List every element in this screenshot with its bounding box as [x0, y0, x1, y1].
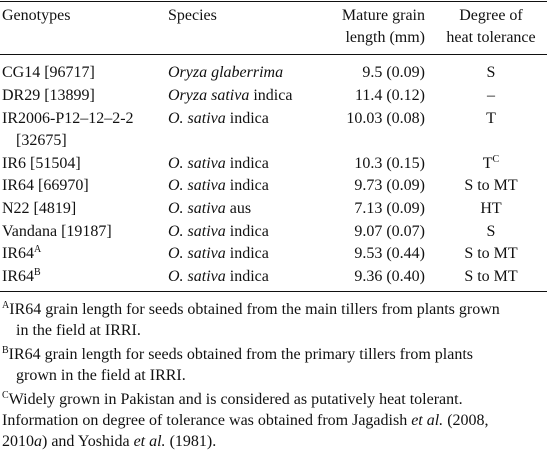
heat-tolerance-cell: HT [480, 200, 502, 217]
grain-length-header-line2: length (mm) [345, 29, 425, 46]
species-cell: O. sativa indica [168, 175, 269, 197]
heat-tolerance-cell: S to MT [464, 245, 518, 262]
footnote-c-line2: Information on degree of tolerance was o… [2, 412, 489, 429]
species-cell: O. sativa indica [168, 108, 269, 130]
heat-tolerance-value: T [482, 155, 493, 172]
genotype-cell: IR2006-P12–12–2-2 [32675] [2, 108, 134, 152]
species-subgroup: indica [225, 110, 269, 127]
footnote-marker: C [2, 390, 9, 401]
species-cell: O. sativa indica [168, 243, 269, 265]
species-name: O. sativa [168, 223, 226, 240]
heat-tolerance-cell: S to MT [464, 268, 518, 285]
species-name: O. sativa [168, 200, 226, 217]
heat-tolerance-header-line1: Degree of [459, 7, 523, 24]
column-header-genotypes: Genotypes [2, 7, 71, 24]
table-bottom-rule [0, 291, 547, 292]
genotype-cell: Vandana [19187] [2, 223, 112, 240]
species-subgroup: indica [225, 245, 269, 262]
grain-length-cell: 9.07 (0.07) [354, 223, 425, 240]
footnote-c-text: Widely grown in Pakistan and is consider… [8, 391, 463, 408]
species-name: O. sativa [168, 177, 226, 194]
heat-tolerance-cell: TC [437, 153, 545, 175]
footnote-marker: B [34, 267, 41, 278]
footnote-marker: C [492, 154, 500, 165]
species-name: Oryza sativa [168, 87, 250, 104]
species-subgroup: indica [225, 177, 269, 194]
species-subgroup: indica [225, 223, 269, 240]
species-name: O. sativa [168, 110, 226, 127]
species-subgroup: indica [225, 268, 269, 285]
footnote-b-text: IR64 grain length for seeds obtained fro… [8, 346, 473, 363]
grain-length-cell: 9.36 (0.40) [354, 268, 425, 285]
footnote-b: BIR64 grain length for seeds obtained fr… [2, 344, 545, 386]
species-cell: O. sativa aus [168, 198, 251, 220]
genotype-cell: IR64A [2, 243, 41, 265]
grain-length-cell: 9.5 (0.09) [362, 64, 425, 81]
species-cell: O. sativa indica [168, 153, 269, 175]
genotype-cell: IR64B [2, 266, 41, 288]
genotype-accession: [32675] [16, 132, 67, 149]
genotype-cell: N22 [4819] [2, 200, 77, 217]
species-cell: Oryza glaberrima [168, 62, 283, 84]
column-header-grain-length: Mature grain length (mm) [342, 5, 425, 49]
heat-tolerance-cell: – [487, 87, 495, 104]
footnote-a-text: IR64 grain length for seeds obtained fro… [9, 301, 500, 318]
species-cell: O. sativa indica [168, 221, 269, 243]
heat-tolerance-header-line2: heat tolerance [446, 29, 536, 46]
genotype-cell: CG14 [96717] [2, 64, 95, 81]
heat-tolerance-cell: S [486, 64, 496, 81]
grain-length-cell: 9.53 (0.44) [354, 245, 425, 262]
footnote-c: CWidely grown in Pakistan and is conside… [2, 389, 545, 452]
species-name: O. sativa [168, 245, 226, 262]
genotype-name: IR64 [2, 245, 34, 262]
footnote-c-line1: CWidely grown in Pakistan and is conside… [2, 389, 545, 410]
footnote-b-line2: grown in the field at IRRI. [16, 367, 186, 384]
species-subgroup: indica [249, 87, 293, 104]
genotype-name: IR64 [2, 268, 34, 285]
grain-length-header-line1: Mature grain [341, 7, 425, 24]
grain-length-cell: 7.13 (0.09) [354, 200, 425, 217]
footnote-a-line1: AIR64 grain length for seeds obtained fr… [2, 299, 545, 320]
footnote-marker: A [34, 244, 42, 255]
footnote-marker: B [2, 345, 9, 356]
heat-tolerance-cell: T [486, 110, 496, 127]
footnote-a: AIR64 grain length for seeds obtained fr… [2, 299, 545, 341]
table-top-rule [0, 1, 547, 2]
table-header-rule [0, 54, 547, 55]
footnote-b-line1: BIR64 grain length for seeds obtained fr… [2, 344, 545, 365]
footnote-marker: A [2, 300, 10, 311]
footnote-a-line2: in the field at IRRI. [16, 322, 141, 339]
heat-tolerance-cell: S to MT [464, 177, 518, 194]
species-subgroup: indica [225, 155, 269, 172]
footnote-c-line3: 2010a) and Yoshida et al. (1981). [2, 433, 217, 450]
species-name: O. sativa [168, 155, 226, 172]
grain-length-cell: 11.4 (0.12) [354, 87, 425, 104]
genotype-name: IR2006-P12–12–2-2 [2, 110, 134, 127]
genotype-cell: IR64 [66970] [2, 177, 89, 194]
species-subgroup: aus [225, 200, 252, 217]
genotype-cell: IR6 [51504] [2, 155, 81, 172]
species-cell: O. sativa indica [168, 266, 269, 288]
genotype-cell: DR29 [13899] [2, 87, 95, 104]
column-header-heat-tolerance: Degree of heat tolerance [437, 5, 545, 49]
species-cell: Oryza sativa indica [168, 85, 292, 107]
heat-tolerance-cell: S [486, 223, 496, 240]
species-name: Oryza glaberrima [168, 64, 284, 81]
grain-length-cell: 10.3 (0.15) [354, 155, 425, 172]
grain-length-cell: 9.73 (0.09) [354, 177, 425, 194]
grain-length-cell: 10.03 (0.08) [346, 110, 425, 127]
species-name: O. sativa [168, 268, 226, 285]
column-header-species: Species [168, 7, 217, 24]
